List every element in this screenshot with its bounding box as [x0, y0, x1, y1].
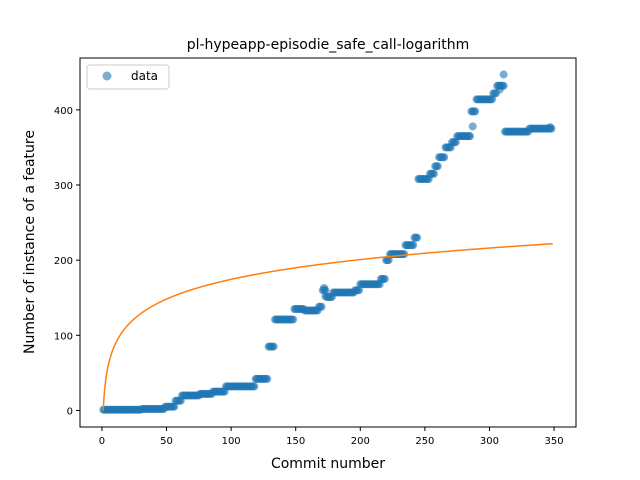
- x-tick-label: 200: [351, 436, 370, 447]
- y-tick-label: 0: [67, 406, 73, 417]
- legend-box: [86, 64, 170, 90]
- data-point: [413, 233, 422, 242]
- x-tick-label: 50: [160, 436, 173, 447]
- data-point: [289, 315, 298, 324]
- data-point: [355, 286, 363, 295]
- y-tick-label: 300: [54, 181, 73, 192]
- data-point: [409, 241, 418, 250]
- y-axis-ticks: 0 100 200 300 400: [54, 106, 80, 417]
- legend: data: [86, 64, 170, 90]
- fit-curve-line: [102, 242, 553, 411]
- y-tick-label: 400: [54, 106, 73, 117]
- data-point: [269, 342, 278, 351]
- data-point: [170, 402, 179, 411]
- y-tick-label: 100: [54, 331, 73, 342]
- plot-area: [80, 58, 576, 427]
- data-point: [320, 283, 329, 292]
- data-point: [250, 382, 259, 391]
- data-point: [495, 85, 504, 94]
- x-tick-label: 150: [286, 436, 305, 447]
- data-point: [468, 122, 477, 131]
- x-tick-label: 100: [222, 436, 241, 447]
- data-point: [433, 162, 442, 171]
- data-point: [321, 292, 330, 301]
- data-point: [380, 274, 389, 283]
- x-axis-label: Commit number: [271, 456, 385, 472]
- x-axis-ticks: 0 50 100 150 200 250 300 350: [99, 427, 564, 447]
- y-tick-label: 200: [54, 256, 73, 267]
- data-point: [429, 169, 438, 178]
- x-tick-label: 350: [544, 436, 563, 447]
- data-point: [400, 250, 409, 259]
- data-point: [317, 302, 326, 311]
- legend-marker-data: [102, 71, 112, 81]
- data-point: [384, 256, 393, 265]
- data-point: [451, 138, 460, 147]
- x-tick-label: 250: [415, 436, 434, 447]
- data-point: [263, 374, 272, 383]
- y-axis-label: Number of instance of a feature: [22, 130, 38, 354]
- chart-title: pl-hypeapp-episodie_safe_call-logarithm: [187, 37, 470, 53]
- data-point: [488, 95, 497, 104]
- fit-curve-group: [102, 242, 553, 411]
- data-point: [466, 132, 475, 141]
- data-point: [546, 123, 555, 132]
- axes-frame: [79, 57, 577, 428]
- x-tick-label: 300: [480, 436, 499, 447]
- x-tick-label: 0: [99, 436, 105, 447]
- data-point: [499, 70, 508, 79]
- data-marks: [99, 70, 556, 414]
- data-point: [440, 153, 449, 162]
- data-point: [471, 107, 480, 116]
- legend-label-data: data: [131, 69, 158, 83]
